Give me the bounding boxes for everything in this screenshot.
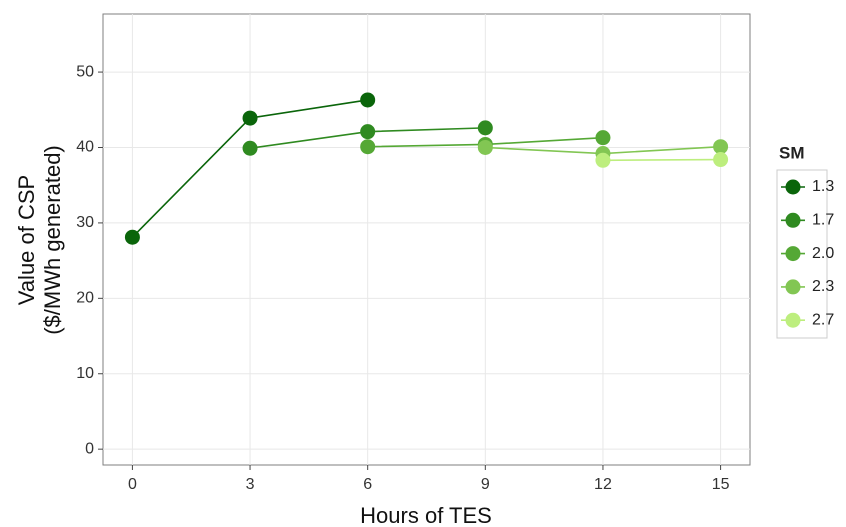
data-point (713, 139, 729, 155)
y-tick-label: 40 (76, 139, 94, 156)
legend-swatch (785, 212, 801, 228)
x-tick-label: 0 (128, 476, 137, 493)
y-tick-label: 20 (76, 290, 94, 307)
y-tick-label: 30 (76, 214, 94, 231)
x-tick-label: 3 (246, 476, 255, 493)
legend-label: 2.0 (812, 245, 834, 262)
x-tick-label: 9 (481, 476, 490, 493)
legend-label: 2.3 (812, 278, 834, 295)
data-point (360, 139, 376, 155)
data-point (242, 140, 258, 156)
data-point (360, 92, 376, 108)
legend-swatch (785, 246, 801, 262)
data-point (713, 152, 729, 168)
data-point (595, 130, 611, 146)
legend-swatch (785, 312, 801, 328)
y-tick-label: 10 (76, 365, 94, 382)
legend-label: 2.7 (812, 311, 834, 328)
y-axis-label: Value of CSP (14, 175, 39, 305)
x-tick-label: 12 (594, 476, 612, 493)
legend-label: 1.3 (812, 178, 834, 195)
legend-label: 1.7 (812, 212, 834, 229)
legend-swatch (785, 279, 801, 295)
legend-swatch (785, 179, 801, 195)
data-point (477, 139, 493, 155)
data-point (124, 229, 140, 245)
x-tick-label: 6 (363, 476, 372, 493)
x-tick-label: 15 (712, 476, 730, 493)
y-axis-label: ($/MWh generated) (40, 145, 65, 335)
plot-panel (102, 13, 751, 466)
data-point (360, 124, 376, 140)
y-tick-label: 0 (85, 440, 94, 457)
x-axis-label: Hours of TES (360, 503, 492, 527)
series-line (602, 158, 721, 162)
y-tick-label: 50 (76, 63, 94, 80)
data-point (595, 152, 611, 168)
legend-title: SM (779, 143, 805, 162)
data-point (242, 110, 258, 126)
data-point (477, 120, 493, 136)
